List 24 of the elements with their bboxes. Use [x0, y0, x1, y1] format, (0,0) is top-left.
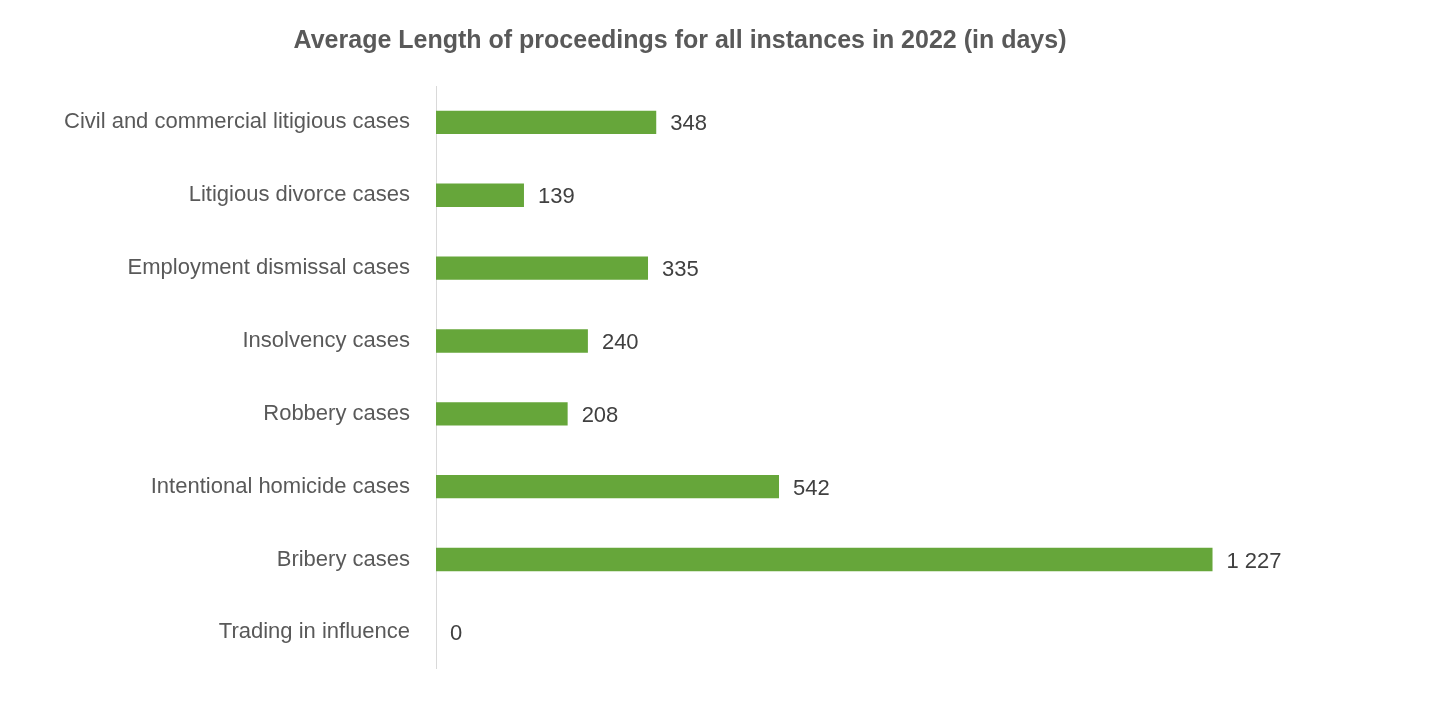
bar: [436, 329, 588, 353]
y-tick-label: Robbery cases: [263, 399, 411, 425]
bar: [436, 183, 524, 207]
y-tick-label: Trading in influence: [218, 618, 411, 644]
bar: [436, 547, 1213, 572]
data-label: 335: [662, 256, 699, 282]
bar: [436, 256, 649, 280]
data-label: 0: [450, 620, 463, 646]
bar: [436, 475, 780, 499]
data-label: 1 227: [1226, 547, 1282, 573]
y-tick-label: Employment dismissal cases: [127, 254, 411, 280]
y-tick-label: Bribery cases: [276, 545, 411, 571]
bar: [436, 402, 568, 426]
y-tick-label: Litigious divorce cases: [188, 181, 411, 207]
chart-title: Average Length of proceedings for all instances in 2022 (in days): [293, 24, 1067, 53]
y-tick-label: Civil and commercial litigious cases: [63, 108, 411, 134]
data-label: 208: [581, 401, 619, 427]
y-tick-label: Intentional homicide cases: [150, 472, 411, 498]
bar: [436, 110, 657, 135]
data-label: 348: [670, 110, 707, 136]
data-label: 542: [793, 474, 830, 500]
data-label: 139: [537, 183, 575, 209]
data-label: 240: [601, 329, 639, 355]
y-tick-label: Insolvency cases: [242, 327, 411, 353]
